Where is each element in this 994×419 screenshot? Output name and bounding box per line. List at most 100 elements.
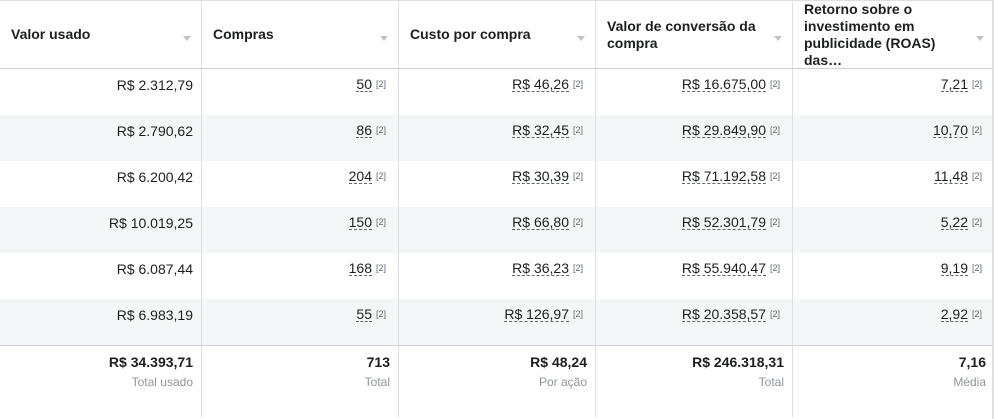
cell-purchases: 204 [2]: [202, 161, 399, 207]
cell-spend: R$ 2.312,79: [0, 69, 202, 115]
total-value: R$ 246.318,31: [692, 354, 784, 370]
sort-caret-icon[interactable]: [577, 36, 585, 41]
cost-per-purchase-value[interactable]: R$ 36,23: [512, 260, 569, 276]
conversion-value[interactable]: R$ 16.675,00: [681, 76, 766, 92]
footnote-marker[interactable]: [2]: [375, 171, 386, 181]
column-header-cost-per-purchase[interactable]: Custo por compra: [399, 1, 596, 68]
cell-conversion-value: R$ 52.301,79 [2]: [596, 207, 793, 253]
purchases-value[interactable]: 86: [356, 122, 372, 138]
column-header-label: Valor de conversão da compra: [607, 17, 756, 51]
footnote-marker[interactable]: [2]: [971, 217, 982, 227]
cell-roas: 10,70 [2]: [793, 115, 994, 161]
conversion-value[interactable]: R$ 71.192,58: [681, 168, 766, 184]
footnote-marker[interactable]: [2]: [572, 125, 583, 135]
purchases-value[interactable]: 168: [348, 260, 372, 276]
footnote-marker[interactable]: [2]: [971, 79, 982, 89]
cell-spend: R$ 10.019,25: [0, 207, 202, 253]
purchases-value[interactable]: 150: [348, 214, 372, 230]
roas-value[interactable]: 5,22: [940, 214, 968, 230]
roas-value[interactable]: 2,92: [940, 306, 968, 322]
cost-per-purchase-value[interactable]: R$ 46,26: [512, 76, 569, 92]
sort-caret-icon[interactable]: [380, 36, 388, 41]
total-value: 7,16: [958, 354, 986, 370]
cell-cost-per-purchase: R$ 30,39 [2]: [399, 161, 596, 207]
total-conversion-value-cell: R$ 246.318,31 Total: [596, 346, 793, 417]
cost-per-purchase-value[interactable]: R$ 32,45: [512, 122, 569, 138]
column-header-roas[interactable]: Retorno sobre o investimento em publicid…: [793, 1, 994, 68]
footnote-marker[interactable]: [2]: [769, 263, 780, 273]
cell-spend: R$ 6.983,19: [0, 299, 202, 345]
roas-value[interactable]: 11,48: [934, 168, 968, 184]
cost-per-purchase-value[interactable]: R$ 126,97: [504, 306, 569, 322]
column-header-label: Compras: [213, 26, 274, 42]
spend-value: R$ 6.983,19: [116, 307, 193, 323]
roas-value[interactable]: 7,21: [940, 76, 968, 92]
total-value: R$ 34.393,71: [108, 354, 193, 370]
cell-purchases: 86 [2]: [202, 115, 399, 161]
table-row: R$ 10.019,25 150 [2] R$ 66,80 [2] R$ 52.30…: [0, 207, 994, 253]
cell-spend: R$ 6.200,42: [0, 161, 202, 207]
total-label: Total: [364, 375, 390, 389]
cell-roas: 9,19 [2]: [793, 253, 994, 299]
cell-purchases: 168 [2]: [202, 253, 399, 299]
cell-roas: 5,22 [2]: [793, 207, 994, 253]
roas-value[interactable]: 9,19: [940, 260, 968, 276]
conversion-value[interactable]: R$ 52.301,79: [681, 214, 766, 230]
conversion-value[interactable]: R$ 20.358,57: [681, 306, 766, 322]
cell-cost-per-purchase: R$ 46,26 [2]: [399, 69, 596, 115]
total-value: 713: [366, 354, 390, 370]
cell-roas: 11,48 [2]: [793, 161, 994, 207]
spend-value: R$ 2.312,79: [116, 77, 193, 93]
footnote-marker[interactable]: [2]: [572, 217, 583, 227]
purchases-value[interactable]: 55: [356, 306, 372, 322]
purchases-value[interactable]: 204: [348, 168, 372, 184]
cost-per-purchase-value[interactable]: R$ 66,80: [512, 214, 569, 230]
column-header-purchases[interactable]: Compras: [202, 1, 399, 68]
footnote-marker[interactable]: [2]: [375, 125, 386, 135]
column-header-label: Retorno sobre o investimento em publicid…: [804, 0, 936, 68]
footnote-marker[interactable]: [2]: [572, 171, 583, 181]
cell-cost-per-purchase: R$ 36,23 [2]: [399, 253, 596, 299]
table-row: R$ 6.200,42 204 [2] R$ 30,39 [2] R$ 71.192…: [0, 161, 994, 207]
sort-caret-icon[interactable]: [183, 36, 191, 41]
cell-cost-per-purchase: R$ 32,45 [2]: [399, 115, 596, 161]
footnote-marker[interactable]: [2]: [375, 217, 386, 227]
footnote-marker[interactable]: [2]: [572, 309, 583, 319]
footnote-marker[interactable]: [2]: [769, 171, 780, 181]
footnote-marker[interactable]: [2]: [572, 263, 583, 273]
roas-value[interactable]: 10,70: [932, 122, 968, 138]
cell-conversion-value: R$ 16.675,00 [2]: [596, 69, 793, 115]
column-header-conversion-value[interactable]: Valor de conversão da compra: [596, 1, 793, 68]
cell-spend: R$ 2.790,62: [0, 115, 202, 161]
sort-caret-icon[interactable]: [976, 36, 984, 41]
cell-spend: R$ 6.087,44: [0, 253, 202, 299]
footnote-marker[interactable]: [2]: [572, 79, 583, 89]
conversion-value[interactable]: R$ 55.940,47: [681, 260, 766, 276]
conversion-value[interactable]: R$ 29.849,90: [681, 122, 766, 138]
footnote-marker[interactable]: [2]: [769, 309, 780, 319]
footnote-marker[interactable]: [2]: [971, 171, 982, 181]
table-header: Valor usado Compras Custo por compra Val…: [0, 0, 994, 69]
footnote-marker[interactable]: [2]: [971, 309, 982, 319]
footnote-marker[interactable]: [2]: [769, 125, 780, 135]
footnote-marker[interactable]: [2]: [375, 263, 386, 273]
cost-per-purchase-value[interactable]: R$ 30,39: [512, 168, 569, 184]
footnote-marker[interactable]: [2]: [971, 125, 982, 135]
purchases-value[interactable]: 50: [356, 76, 372, 92]
total-label: Por ação: [538, 375, 587, 389]
total-value: R$ 48,24: [530, 354, 587, 370]
total-label: Total: [758, 375, 784, 389]
sort-caret-icon[interactable]: [774, 36, 782, 41]
cell-purchases: 50 [2]: [202, 69, 399, 115]
footnote-marker[interactable]: [2]: [769, 79, 780, 89]
table-right-border: [992, 0, 994, 419]
footnote-marker[interactable]: [2]: [971, 263, 982, 273]
table-row: R$ 2.312,79 50 [2] R$ 46,26 [2] R$ 16.675,…: [0, 69, 994, 115]
footnote-marker[interactable]: [2]: [375, 309, 386, 319]
cell-conversion-value: R$ 20.358,57 [2]: [596, 299, 793, 345]
column-header-spend[interactable]: Valor usado: [0, 1, 202, 68]
footnote-marker[interactable]: [2]: [375, 79, 386, 89]
footnote-marker[interactable]: [2]: [769, 217, 780, 227]
total-label: Média: [953, 375, 986, 389]
